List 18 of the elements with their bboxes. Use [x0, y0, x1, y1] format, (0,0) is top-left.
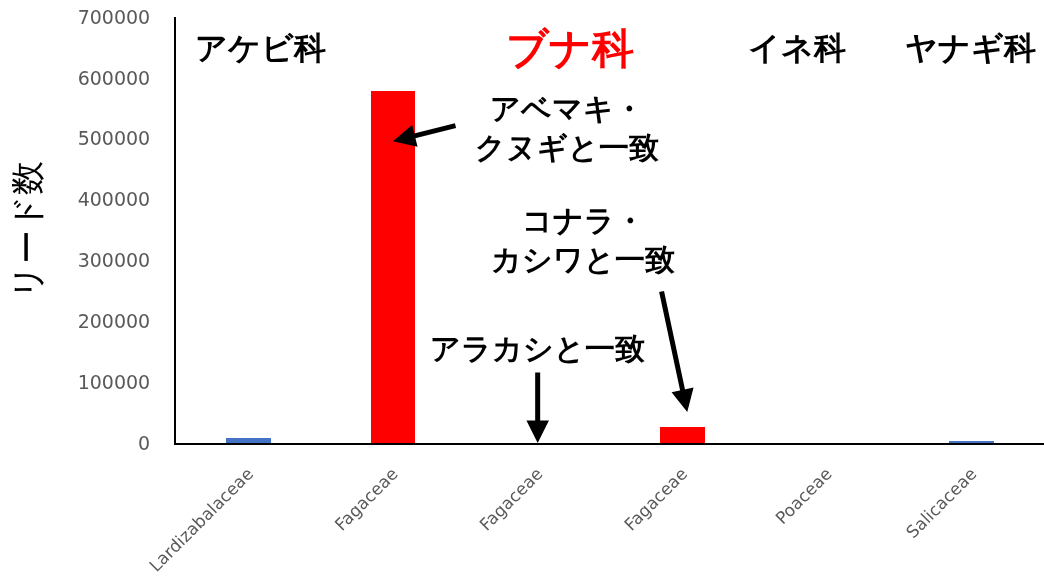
- bar: [660, 427, 705, 443]
- y-tick-label: 400000: [77, 188, 151, 211]
- y-axis-title: リード数: [6, 161, 47, 299]
- annotation: アベマキ・クヌギと一致: [475, 91, 659, 165]
- y-tick-label: 300000: [77, 249, 151, 272]
- y-tick-label: 500000: [77, 127, 151, 150]
- annotation: イネ科: [748, 29, 846, 67]
- annotation: ヤナギ科: [905, 29, 1036, 67]
- y-tick-label: 600000: [77, 66, 151, 89]
- annotation: ブナ科: [506, 24, 634, 73]
- annotation: アケビ科: [195, 29, 326, 67]
- y-tick-label: 200000: [77, 309, 151, 332]
- y-tick-label: 700000: [77, 5, 151, 28]
- bar: [226, 438, 271, 443]
- annotation: アラカシと一致: [430, 331, 645, 366]
- y-tick-label: 0: [138, 431, 151, 454]
- annotation: コナラ・カシワと一致: [491, 203, 675, 277]
- y-tick-label: 100000: [77, 370, 151, 393]
